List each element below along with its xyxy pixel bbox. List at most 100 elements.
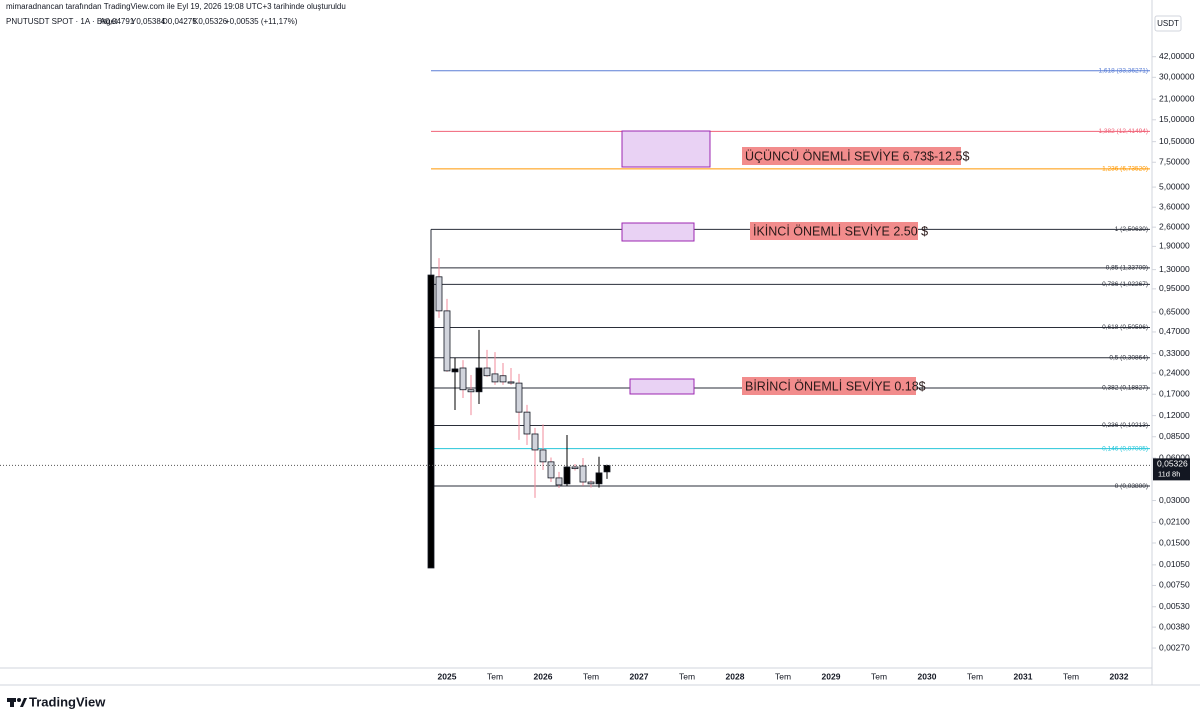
y-tick-label: 0,00270: [1159, 642, 1190, 652]
y-tick-label: 0,00750: [1159, 580, 1190, 590]
y-tick-label: 7,50000: [1159, 157, 1190, 167]
fib-label: 1,236 (6,73520): [1102, 166, 1148, 173]
last-price-label: 0,05326: [1157, 459, 1188, 469]
candle-body: [579, 465, 587, 483]
y-tick-label: 0,17000: [1159, 389, 1190, 399]
y-tick-label: 0,00380: [1159, 621, 1190, 631]
y-tick-label: 2,60000: [1159, 221, 1190, 231]
fib-label: 0,85 (1,33709): [1106, 265, 1148, 272]
x-tick-label: 2025: [438, 671, 457, 681]
fib-label: 1 (2,50630): [1115, 226, 1148, 233]
x-tick-label: 2031: [1014, 671, 1033, 681]
y-tick-label: 42,00000: [1159, 51, 1195, 61]
symbol: PNUTUSDT SPOT · 1A · Bitget: [6, 17, 118, 26]
fib-label: 0,5 (0,30864): [1109, 354, 1148, 361]
candle-body: [523, 411, 531, 435]
logo: [7, 698, 27, 707]
ohlc-open: A0,04791: [100, 17, 135, 26]
candle-body: [483, 367, 491, 377]
annotation: ÜÇÜNCÜ ÖNEMLİ SEVİYE 6.73$-12.5$: [745, 149, 969, 163]
x-tick-label: 2030: [918, 671, 937, 681]
candle-body: [571, 466, 579, 470]
candle-body: [459, 367, 467, 391]
annotation: BİRİNCİ ÖNEMLİ SEVİYE 0.18$: [745, 379, 926, 393]
ohlc-low: D0,04275: [162, 17, 197, 26]
fib-label: 1,382 (12,41494): [1098, 128, 1148, 135]
annotation-bg: [742, 147, 961, 165]
x-tick-label: Tem: [967, 671, 983, 681]
y-tick-label: 0,47000: [1159, 326, 1190, 336]
y-tick-label: 5,00000: [1159, 181, 1190, 191]
countdown: 11d 8h: [1158, 469, 1180, 478]
x-tick-label: 2028: [726, 671, 745, 681]
y-tick-label: 0,95000: [1159, 283, 1190, 293]
y-tick-label: 0,02100: [1159, 517, 1190, 527]
candle-body: [587, 481, 595, 485]
fib-label: 0,382 (0,18827): [1102, 385, 1148, 392]
annotation-bg: [742, 377, 916, 395]
candle-body: [467, 389, 475, 393]
y-tick-label: 0,65000: [1159, 306, 1190, 316]
candle-body: [539, 449, 547, 463]
fib-label: 0,236 (0,10213): [1102, 422, 1148, 429]
unit[interactable]: USDT: [1157, 19, 1179, 28]
y-tick-label: 3,60000: [1159, 201, 1190, 211]
x-tick-label: Tem: [679, 671, 695, 681]
y-tick-label: 30,00000: [1159, 72, 1195, 82]
x-tick-label: Tem: [583, 671, 599, 681]
fib-label: 0,786 (1,02267): [1102, 281, 1148, 288]
x-tick-label: Tem: [775, 671, 791, 681]
fib-label: 0 (0,03800): [1115, 483, 1148, 490]
candle-body: [443, 310, 451, 372]
zone: [621, 130, 711, 168]
candle-body: [491, 373, 499, 383]
y-tick-label: 15,00000: [1159, 114, 1195, 124]
x-tick-label: 2026: [534, 671, 553, 681]
candle-body: [595, 472, 603, 485]
y-tick-label: 0,01050: [1159, 559, 1190, 569]
zone: [621, 222, 695, 242]
credit: mimaradnancan tarafından TradingView.com…: [6, 2, 346, 11]
y-tick-label: 21,00000: [1159, 93, 1195, 103]
y-tick-label: 0,12000: [1159, 410, 1190, 420]
y-tick-label: 0,24000: [1159, 367, 1190, 377]
candle-body: [603, 464, 611, 473]
fib-label: 0,146 (0,07005): [1102, 445, 1148, 452]
x-tick-label: 2027: [630, 671, 649, 681]
candle-body: [475, 367, 483, 393]
logo-mark: [20, 698, 27, 707]
x-tick-label: Tem: [487, 671, 503, 681]
last-price-box: [1153, 458, 1190, 481]
y-tick-label: 0,06000: [1159, 452, 1190, 462]
y-tick-label: 0,01500: [1159, 537, 1190, 547]
x-tick-label: Tem: [871, 671, 887, 681]
unit-box[interactable]: [1154, 15, 1182, 32]
candle-body: [555, 477, 563, 486]
y-tick-label: 0,08500: [1159, 431, 1190, 441]
candle-body: [507, 381, 515, 384]
x-tick-label: 2032: [1110, 671, 1129, 681]
candle-body: [547, 461, 555, 479]
annotation-bg: [750, 222, 918, 240]
y-tick-label: 10,50000: [1159, 136, 1195, 146]
candle-body: [435, 276, 443, 312]
ohlc-close: K0,05326: [193, 17, 228, 26]
fib-label: 1,618 (33,36271): [1098, 68, 1148, 75]
x-tick-label: 2029: [822, 671, 841, 681]
logo-mark: [17, 698, 21, 702]
y-tick-label: 0,03000: [1159, 495, 1190, 505]
candle-body: [451, 368, 459, 373]
logo-text: TradingView: [29, 694, 106, 709]
ohlc-high: Y0,05384: [131, 17, 166, 26]
x-tick-label: Tem: [1063, 671, 1079, 681]
change: +0,00535 (+11,17%): [225, 17, 298, 26]
logo-mark: [10, 698, 14, 707]
y-tick-label: 0,00530: [1159, 601, 1190, 611]
annotation: İKİNCİ ÖNEMLİ SEVİYE 2.50 $: [753, 224, 928, 238]
fib-label: 0,618 (0,50596): [1102, 324, 1148, 331]
candle-body: [563, 466, 571, 485]
y-tick-label: 0,33000: [1159, 348, 1190, 358]
y-tick-label: 1,30000: [1159, 264, 1190, 274]
candle-body: [515, 382, 523, 413]
